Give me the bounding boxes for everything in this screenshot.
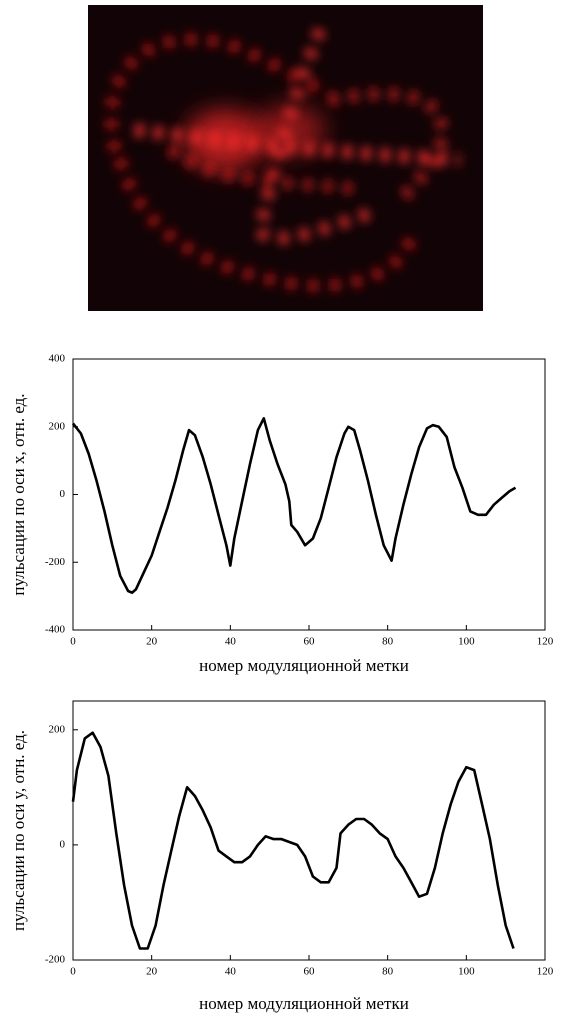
y-tick-label: -200 <box>45 954 66 966</box>
x-axis-label: номер модуляционной метки <box>199 994 409 1013</box>
y-axis-label: пульсации по оси x, отн. ед. <box>9 393 28 595</box>
y-tick-label: 400 <box>49 353 66 365</box>
plot-frame <box>72 700 546 961</box>
x-tick-label: 20 <box>146 966 158 978</box>
x-tick-label: 0 <box>70 966 76 978</box>
x-tick-label: 100 <box>458 636 475 648</box>
x-tick-label: 100 <box>458 966 475 978</box>
y-tick-label: 200 <box>49 723 66 735</box>
x-tick-label: 40 <box>225 636 237 648</box>
x-tick-label: 40 <box>225 966 237 978</box>
x-axis-label: номер модуляционной метки <box>199 656 409 675</box>
y-tick-label: 0 <box>60 488 66 500</box>
data-line <box>71 731 515 950</box>
x-tick-label: 0 <box>70 636 76 648</box>
x-tick-label: 80 <box>382 966 394 978</box>
x-tick-label: 120 <box>537 636 554 648</box>
x-tick-label: 120 <box>537 966 554 978</box>
x-tick-label: 20 <box>146 636 158 648</box>
plot-frame <box>72 358 546 631</box>
y-tick-label: 200 <box>49 420 66 432</box>
x-tick-label: 60 <box>304 966 316 978</box>
x-tick-label: 80 <box>382 636 394 648</box>
y-tick-label: 0 <box>60 838 66 850</box>
speckle-photo <box>88 5 483 311</box>
y-tick-label: -200 <box>45 556 66 568</box>
data-line <box>71 417 517 594</box>
y-axis-label: пульсации по оси y, отн. ед. <box>9 730 28 931</box>
y-tick-label: -400 <box>45 624 66 636</box>
x-tick-label: 60 <box>304 636 316 648</box>
